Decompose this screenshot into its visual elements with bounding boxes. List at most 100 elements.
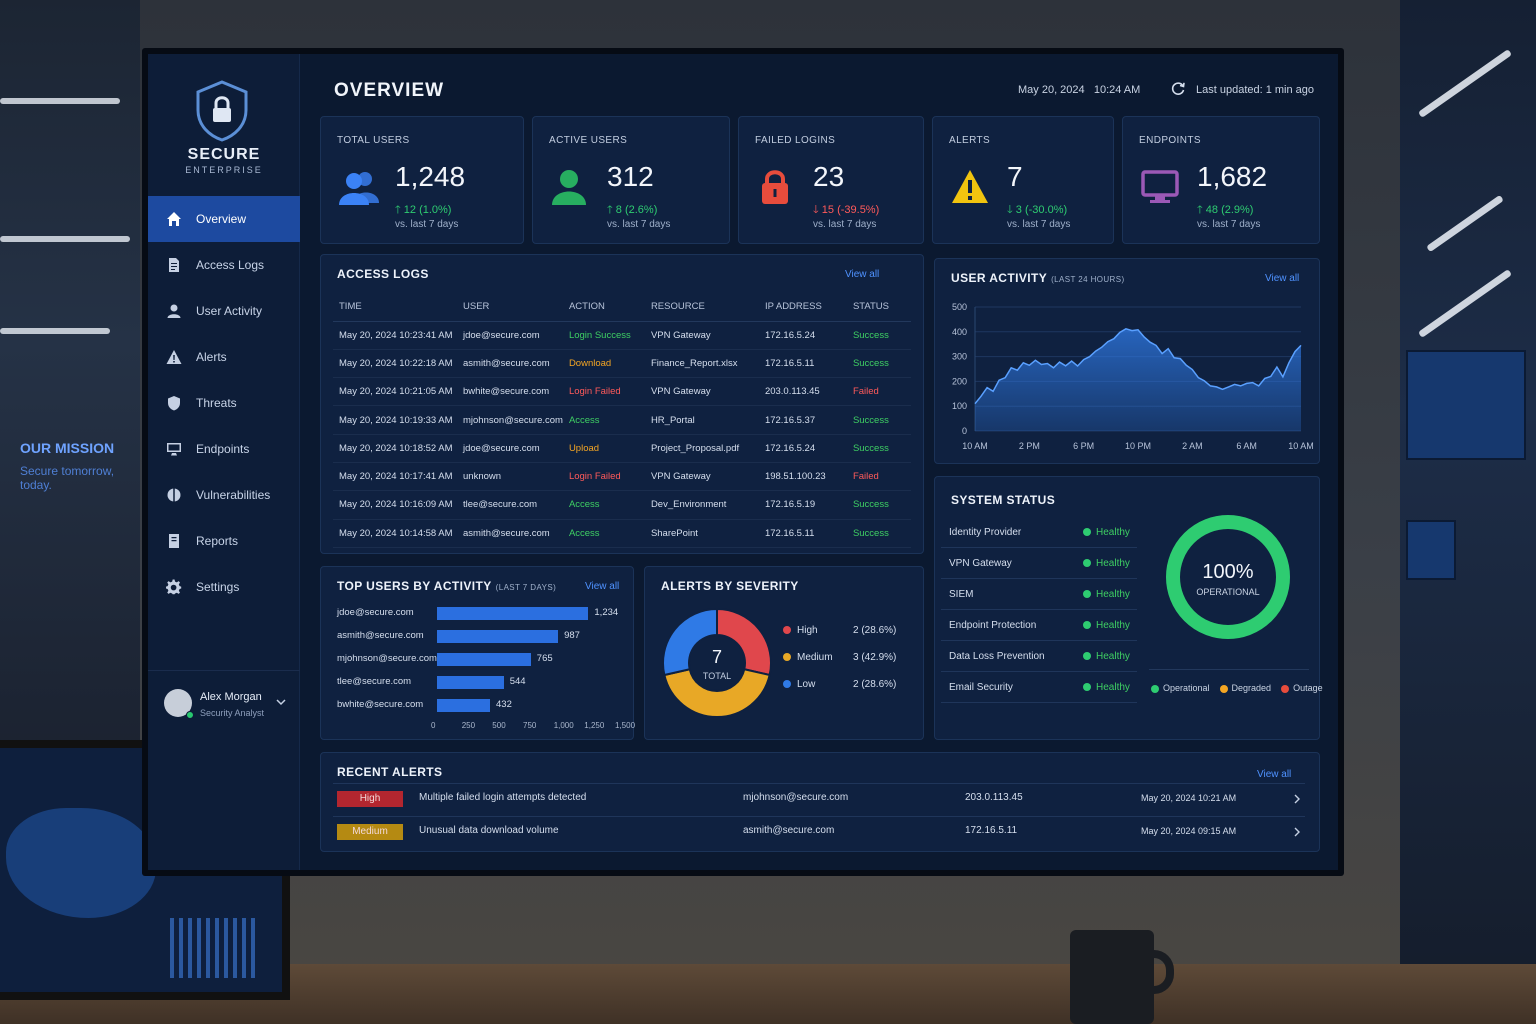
- bar-category-label: jdoe@secure.com: [337, 607, 414, 618]
- status-row[interactable]: VPN Gateway Healthy: [941, 548, 1137, 579]
- view-all-link[interactable]: View all: [585, 581, 620, 592]
- column-header[interactable]: ACTION: [562, 293, 645, 322]
- table-row[interactable]: May 20, 2024 10:23:41 AM jdoe@secure.com L…: [333, 321, 911, 350]
- status-row[interactable]: Endpoint Protection Healthy: [941, 610, 1137, 641]
- table-row[interactable]: May 20, 2024 10:16:09 AM tlee@secure.com A…: [333, 490, 911, 520]
- column-header[interactable]: TIME: [333, 293, 457, 322]
- legend-label: Operational: [1163, 683, 1210, 693]
- brand-name: SECURE: [187, 146, 261, 163]
- sidebar-item-access-logs[interactable]: Access Logs: [148, 242, 300, 288]
- page-title: OVERVIEW: [334, 80, 445, 101]
- user-profile[interactable]: Alex Morgan Security Analyst: [148, 670, 300, 740]
- alert-message: Unusual data download volume: [419, 825, 559, 836]
- sidebar: SECURE ENTERPRISE Overview Access Logs U…: [148, 54, 300, 870]
- log-ip: 172.16.5.24: [758, 321, 847, 350]
- kpi-card-active-users[interactable]: ACTIVE USERS 312 🡑 8 (2.6%) vs. last 7 d…: [532, 116, 730, 244]
- sidebar-item-endpoints[interactable]: Endpoints: [148, 426, 300, 472]
- view-all-link[interactable]: View all: [1265, 273, 1300, 284]
- status-dot-icon: [1083, 621, 1091, 630]
- kpi-value: 312: [607, 161, 654, 192]
- legend-item: Outage: [1281, 683, 1323, 693]
- chevron-right-icon[interactable]: [1293, 794, 1301, 804]
- kpi-card-endpoints[interactable]: ENDPOINTS 1,682 🡑 48 (2.9%) vs. last 7 d…: [1122, 116, 1320, 244]
- user-name: Alex Morgan: [200, 691, 262, 703]
- bar[interactable]: [437, 699, 490, 712]
- log-resource: HR_Portal: [644, 405, 759, 435]
- gauge-value: 100%: [1202, 561, 1254, 583]
- gauge-arc: [1166, 515, 1290, 639]
- chevron-down-icon[interactable]: [276, 697, 286, 707]
- alert-ip: 172.16.5.11: [965, 825, 1018, 836]
- alert-row[interactable]: Medium Unusual data download volume asmith…: [333, 816, 1305, 847]
- sidebar-item-label: Endpoints: [196, 442, 250, 456]
- sidebar-item-label: Settings: [196, 580, 240, 594]
- view-all-link[interactable]: View all: [1257, 769, 1292, 780]
- world-map-graphic: [6, 808, 156, 918]
- office-wall-left: OUR MISSION Secure tomorrow, today.: [0, 0, 140, 760]
- chevron-right-icon[interactable]: [1293, 827, 1301, 837]
- view-all-link[interactable]: View all: [845, 269, 880, 280]
- status-row[interactable]: Identity Provider Healthy: [941, 517, 1137, 548]
- panel-title: ALERTS BY SEVERITY: [661, 579, 799, 593]
- status-row[interactable]: Data Loss Prevention Healthy: [941, 641, 1137, 672]
- legend-dot-icon: [1281, 684, 1290, 693]
- column-header[interactable]: USER: [457, 293, 563, 322]
- refresh-icon[interactable]: [1170, 80, 1186, 96]
- table-row[interactable]: May 20, 2024 10:18:52 AM jdoe@secure.com U…: [333, 434, 911, 463]
- warning-icon: [952, 170, 988, 203]
- sidebar-item-overview[interactable]: Overview: [148, 196, 300, 242]
- legend-item: Low 2 (28.6%): [783, 679, 903, 690]
- monitor-icon: [1141, 170, 1179, 203]
- mission-text: Secure tomorrow, today.: [20, 464, 115, 492]
- bar[interactable]: [437, 607, 589, 620]
- kpi-card-total-users[interactable]: TOTAL USERS 1,248 🡑 12 (1.0%) vs. last 7…: [320, 116, 524, 244]
- column-header[interactable]: IP ADDRESS: [758, 293, 847, 322]
- log-resource: Project_Proposal.pdf: [644, 434, 759, 463]
- table-row[interactable]: May 20, 2024 10:14:58 AM asmith@secure.co…: [333, 519, 911, 548]
- log-ip: 172.16.5.11: [758, 349, 847, 379]
- kpi-card-alerts[interactable]: ALERTS 7 🡓 3 (-30.0%) vs. last 7 days: [932, 116, 1114, 244]
- donut-slice-medium[interactable]: [663, 668, 771, 719]
- kpi-subtext: vs. last 7 days: [607, 219, 671, 230]
- kpi-value: 1,248: [395, 161, 466, 192]
- table-row[interactable]: May 20, 2024 10:21:05 AM bwhite@secure.co…: [333, 377, 911, 407]
- table-row[interactable]: May 20, 2024 10:17:41 AM unknown Login Fai…: [333, 462, 911, 492]
- log-user: tlee@secure.com: [457, 490, 563, 520]
- table-row[interactable]: May 20, 2024 10:22:18 AM asmith@secure.co…: [333, 349, 911, 379]
- brand-subtitle: ENTERPRISE: [185, 165, 263, 175]
- status-row[interactable]: Email Security Healthy: [941, 672, 1137, 703]
- sidebar-item-vulnerabilities[interactable]: Vulnerabilities: [148, 472, 300, 518]
- sidebar-item-alerts[interactable]: Alerts: [148, 334, 300, 380]
- bar[interactable]: [437, 630, 559, 643]
- donut-total-value: 7: [711, 647, 722, 667]
- panel-title: USER ACTIVITY (LAST 24 HOURS): [951, 271, 1125, 285]
- bar-category-label: mjohnson@secure.com: [337, 653, 437, 664]
- sidebar-item-label: User Activity: [196, 304, 263, 318]
- table-row[interactable]: May 20, 2024 10:19:33 AM mjohnson@secure.…: [333, 405, 911, 435]
- log-resource: SharePoint: [644, 519, 759, 548]
- status-row[interactable]: SIEM Healthy: [941, 579, 1137, 610]
- users-icon: [339, 172, 379, 205]
- sidebar-item-reports[interactable]: Reports: [148, 518, 300, 564]
- bar[interactable]: [437, 653, 531, 666]
- user-icon: [552, 170, 586, 205]
- sidebar-item-threats[interactable]: Threats: [148, 380, 300, 426]
- panel-title: TOP USERS BY ACTIVITY (LAST 7 DAYS): [337, 579, 556, 593]
- alert-row[interactable]: High Multiple failed login attempts detec…: [333, 783, 1305, 814]
- access-logs-panel: ACCESS LOGS View all TIME USER ACTION RE…: [320, 254, 924, 554]
- column-header[interactable]: RESOURCE: [644, 293, 759, 322]
- donut-slice-low[interactable]: [661, 607, 718, 677]
- sidebar-item-label: Access Logs: [196, 258, 265, 272]
- kpi-card-failed-logins[interactable]: FAILED LOGINS 23 🡓 15 (-39.5%) vs. last …: [738, 116, 924, 244]
- sidebar-item-settings[interactable]: Settings: [148, 564, 300, 610]
- log-action: Download: [562, 349, 645, 379]
- column-header[interactable]: STATUS: [846, 293, 911, 322]
- panel-subtitle: (LAST 24 HOURS): [1051, 275, 1125, 284]
- legend-label: High: [797, 625, 818, 636]
- main-content: OVERVIEW May 20, 2024 10:24 AM Last upda…: [300, 54, 1338, 870]
- bar[interactable]: [437, 676, 504, 689]
- sidebar-item-user-activity[interactable]: User Activity: [148, 288, 300, 334]
- log-action: Login Failed: [562, 462, 645, 492]
- legend-label: Outage: [1293, 683, 1323, 693]
- alerts-severity-panel: ALERTS BY SEVERITY 7 TOTAL High 2 (28.6%)…: [644, 566, 924, 740]
